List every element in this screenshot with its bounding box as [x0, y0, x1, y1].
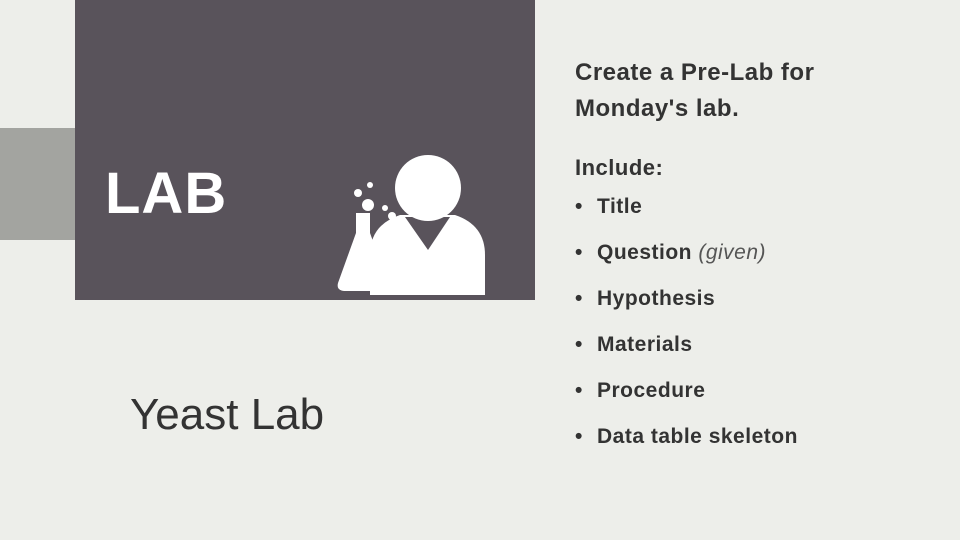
list-item: Question (given)	[575, 241, 935, 265]
bullet-text: Data table skeleton	[597, 425, 798, 448]
left-accent-stripe	[0, 128, 75, 240]
list-item: Procedure	[575, 379, 935, 403]
lab-heading: LAB	[105, 160, 227, 227]
bullet-text: Procedure	[597, 379, 705, 402]
list-item: Hypothesis	[575, 287, 935, 311]
bullet-note: (given)	[698, 241, 766, 264]
list-item: Data table skeleton	[575, 425, 935, 449]
bullet-text: Materials	[597, 333, 693, 356]
scientist-icon	[310, 105, 510, 295]
include-bullet-list: Title Question (given) Hypothesis Materi…	[575, 195, 935, 471]
list-item: Materials	[575, 333, 935, 357]
instruction-text: Create a Pre-Lab for Monday's lab.	[575, 55, 935, 127]
bullet-text: Title	[597, 195, 642, 218]
bullet-text: Question	[597, 241, 698, 264]
bullet-text: Hypothesis	[597, 287, 715, 310]
left-margin-column	[0, 0, 75, 540]
list-item: Title	[575, 195, 935, 219]
lab-subtitle: Yeast Lab	[130, 390, 324, 440]
include-label: Include:	[575, 155, 663, 181]
